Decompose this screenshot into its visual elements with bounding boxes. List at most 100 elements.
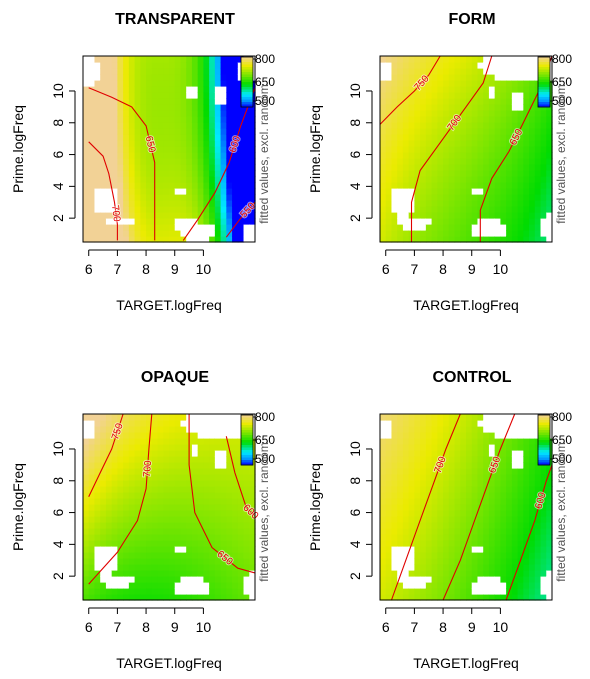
heatmap-cell	[420, 122, 427, 129]
heatmap-cell	[163, 200, 170, 207]
heatmap-cell	[214, 80, 222, 87]
heatmap-cell	[402, 462, 410, 469]
heatmap-cell	[443, 194, 450, 201]
heatmap-cell	[134, 558, 141, 565]
heatmap-cell	[123, 594, 130, 601]
heatmap-cell	[134, 56, 141, 63]
heatmap-cell	[385, 218, 393, 225]
heatmap-cell	[500, 588, 507, 595]
heatmap-cell	[500, 104, 507, 111]
heatmap-cell	[157, 140, 164, 147]
heatmap-cell	[117, 588, 124, 595]
heatmap-cell	[88, 188, 96, 195]
color-bar-swatch	[241, 102, 253, 105]
heatmap-cell	[500, 516, 507, 523]
heatmap-cell	[163, 164, 170, 171]
heatmap-cell	[402, 236, 410, 243]
color-bar-swatch	[538, 437, 550, 441]
heatmap-cell	[249, 206, 256, 213]
heatmap-cell	[203, 570, 210, 577]
color-bar-swatch	[241, 77, 253, 80]
heatmap-cell	[180, 200, 187, 207]
heatmap-cell	[128, 486, 136, 493]
heatmap-cell	[529, 414, 536, 421]
heatmap-cell	[506, 486, 513, 493]
heatmap-cell	[134, 492, 141, 499]
heatmap-cell	[191, 218, 199, 225]
heatmap-cell	[128, 188, 136, 195]
heatmap-cell	[243, 200, 250, 207]
heatmap-cell	[151, 74, 159, 81]
heatmap-cell	[414, 414, 421, 421]
color-bar-swatch	[241, 104, 253, 108]
heatmap-cell	[460, 182, 467, 189]
heatmap-cell	[232, 98, 239, 105]
heatmap-cell	[380, 444, 387, 451]
heatmap-cell	[431, 200, 438, 207]
color-bar-tick-label: 500	[552, 452, 572, 466]
heatmap-cell	[425, 56, 433, 63]
heatmap-cell	[420, 426, 427, 433]
heatmap-cell	[157, 116, 164, 123]
heatmap-cell	[151, 552, 159, 559]
heatmap-cell	[180, 588, 187, 595]
heatmap-cell	[203, 146, 210, 153]
heatmap-cell	[203, 582, 210, 589]
heatmap-cell	[391, 438, 398, 445]
heatmap-cell	[94, 468, 101, 475]
color-bar-swatch	[241, 59, 253, 63]
heatmap-cell	[477, 92, 484, 99]
heatmap-cell	[180, 230, 187, 237]
heatmap-cell	[249, 224, 256, 231]
heatmap-cell	[226, 146, 233, 153]
heatmap-cell	[105, 188, 113, 195]
heatmap-cell	[83, 438, 90, 445]
heatmap-cell	[391, 86, 398, 93]
heatmap-cell	[380, 200, 387, 207]
heatmap-cell	[123, 426, 130, 433]
heatmap-cell	[117, 200, 124, 207]
heatmap-cell	[197, 570, 204, 577]
color-bar-swatch	[241, 435, 253, 438]
heatmap-cell	[420, 522, 427, 529]
heatmap-cell	[471, 116, 479, 123]
heatmap-cell	[397, 182, 404, 189]
heatmap-cell	[443, 438, 450, 445]
heatmap-cell	[506, 116, 513, 123]
heatmap-cell	[117, 468, 124, 475]
heatmap-cell	[94, 140, 101, 147]
heatmap-cell	[448, 164, 456, 171]
heatmap-cell	[380, 546, 387, 553]
x-axis-label: TARGET.logFreq	[116, 297, 222, 313]
heatmap-cell	[214, 146, 222, 153]
heatmap-cell	[214, 438, 222, 445]
heatmap-cell	[506, 110, 513, 117]
heatmap-cell	[105, 540, 113, 547]
heatmap-cell	[454, 474, 461, 481]
heatmap-cell	[471, 68, 479, 75]
heatmap-cell	[443, 534, 450, 541]
heatmap-cell	[546, 516, 553, 523]
heatmap-cell	[546, 176, 553, 183]
heatmap-cell	[134, 164, 141, 171]
heatmap-cell	[500, 236, 507, 243]
heatmap-cell	[391, 498, 398, 505]
heatmap-cell	[414, 140, 421, 147]
heatmap-cell	[191, 128, 199, 135]
heatmap-cell	[402, 122, 410, 129]
heatmap-cell	[232, 456, 239, 463]
heatmap-cell	[174, 200, 182, 207]
heatmap-cell	[402, 498, 410, 505]
plot-frame	[82, 55, 256, 243]
heatmap-cell	[397, 80, 404, 87]
heatmap-cell	[511, 230, 519, 237]
heatmap-cell	[408, 594, 415, 601]
heatmap-cell	[232, 474, 239, 481]
heatmap-cell	[117, 230, 124, 237]
heatmap-cell	[448, 570, 456, 577]
heatmap-cell	[443, 516, 450, 523]
color-bar-swatch	[538, 99, 550, 103]
heatmap-cell	[197, 116, 204, 123]
heatmap-cell	[203, 74, 210, 81]
heatmap-cell	[169, 128, 176, 135]
